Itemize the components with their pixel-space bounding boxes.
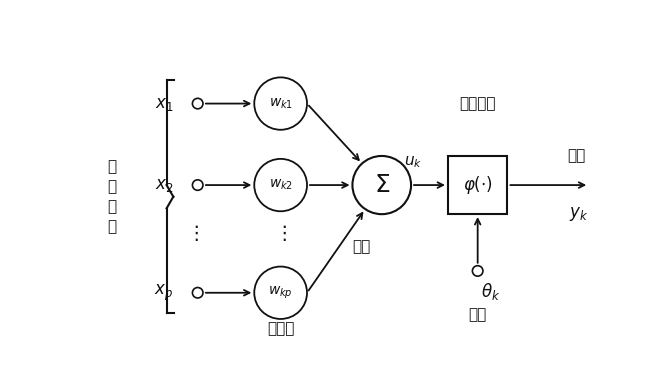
Text: 连接权: 连接权 [267,322,294,337]
Ellipse shape [193,180,203,190]
Text: $w_{k1}$: $w_{k1}$ [268,96,293,111]
Ellipse shape [193,98,203,109]
Text: $x_p$: $x_p$ [155,283,173,303]
Text: $\theta_k$: $\theta_k$ [481,281,500,302]
Text: $\vdots$: $\vdots$ [186,223,199,243]
Text: $x_2$: $x_2$ [155,176,173,194]
Ellipse shape [254,77,307,130]
Ellipse shape [254,266,307,319]
Text: $\Sigma$: $\Sigma$ [373,173,390,197]
Ellipse shape [353,156,411,214]
Text: $\vdots$: $\vdots$ [274,223,287,243]
Ellipse shape [193,288,203,298]
Ellipse shape [472,266,483,276]
Text: $x_1$: $x_1$ [155,94,173,113]
Text: $w_{k2}$: $w_{k2}$ [268,178,293,192]
Text: $u_k$: $u_k$ [404,154,422,170]
Text: 求和: 求和 [352,239,370,254]
Text: 输
入
信
号: 输 入 信 号 [108,160,116,234]
Text: 激活函数: 激活函数 [460,96,496,111]
Ellipse shape [254,159,307,211]
Text: 阈值: 阈值 [468,307,487,322]
Text: $y_k$: $y_k$ [569,205,589,223]
Bar [448,156,508,214]
Text: $\varphi(\cdot)$: $\varphi(\cdot)$ [463,174,492,196]
Text: $w_{kp}$: $w_{kp}$ [268,285,293,301]
Text: 输出: 输出 [567,149,585,163]
